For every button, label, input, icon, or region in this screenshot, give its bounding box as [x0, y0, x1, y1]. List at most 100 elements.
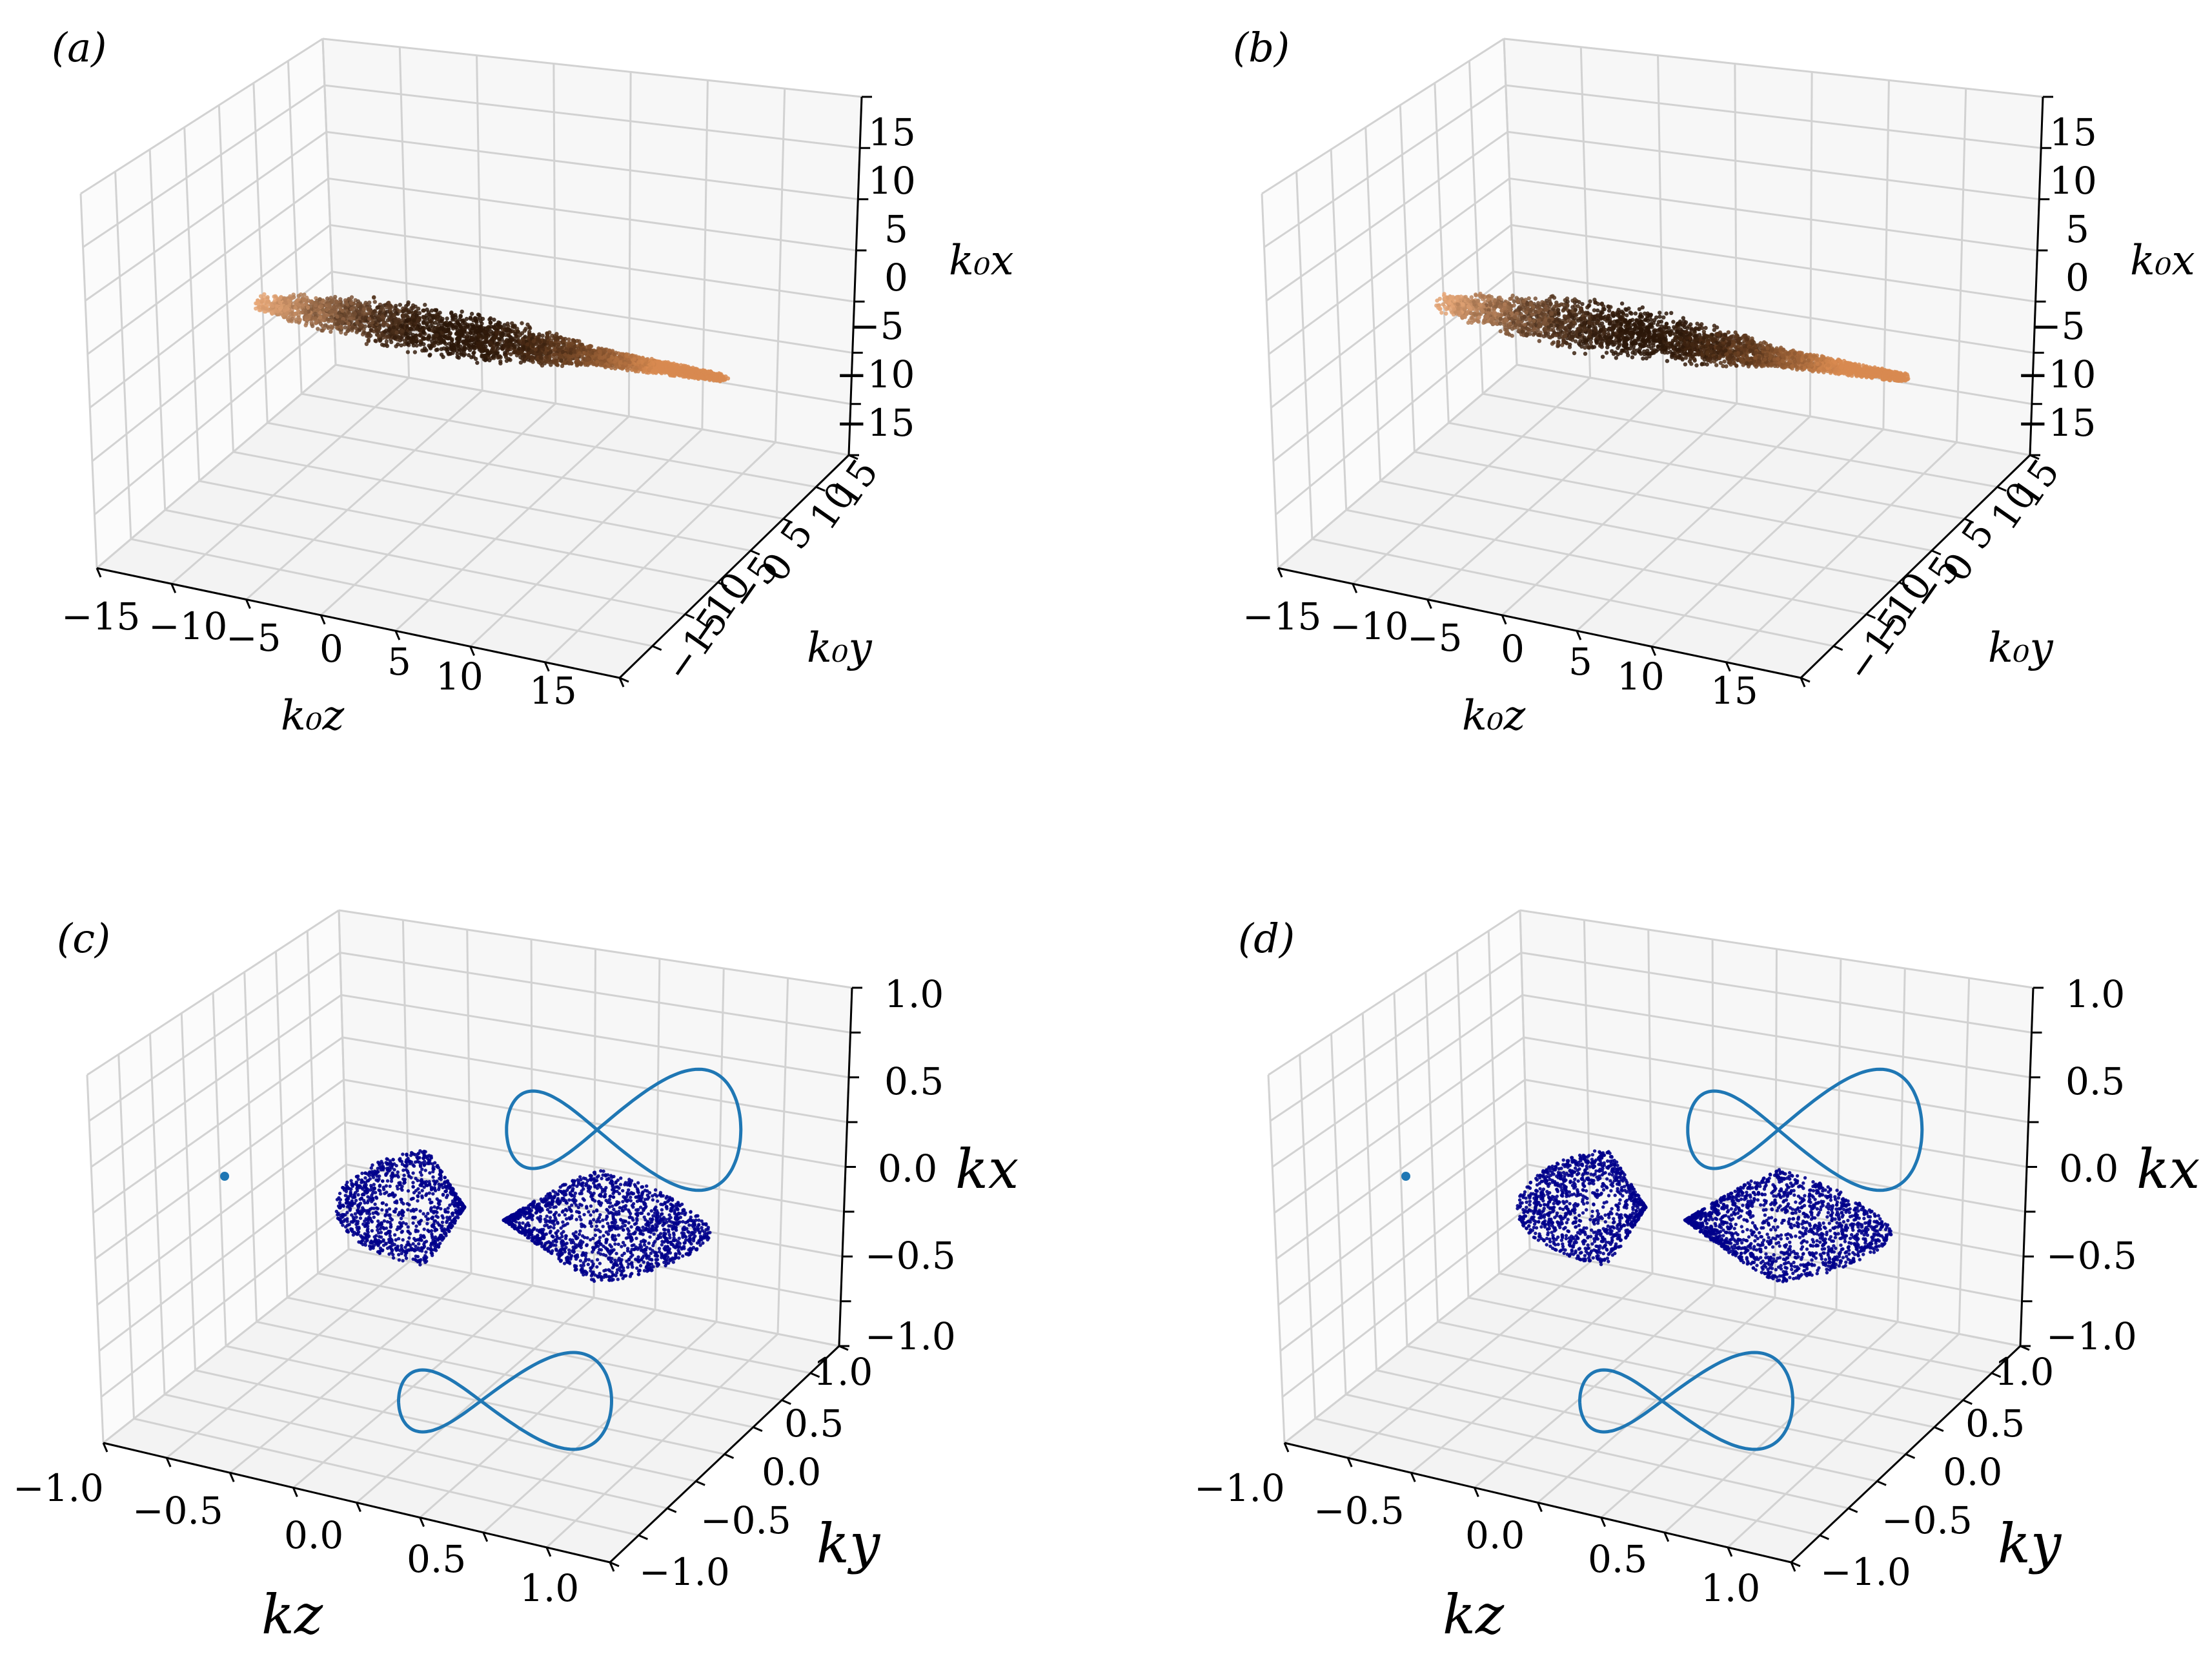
panel-a-point — [638, 365, 642, 370]
panel-a-point — [367, 316, 372, 321]
panel-a-point — [612, 352, 616, 357]
panel-a-point — [279, 305, 284, 310]
panel-a-point — [481, 335, 485, 340]
panel-a-point — [301, 303, 305, 307]
panel-a-ztick: −10 — [836, 352, 915, 396]
panel-a-tick — [469, 646, 475, 657]
panel-a-gridline — [774, 88, 786, 443]
panel-a-point — [464, 336, 469, 340]
panel-a-point — [270, 303, 275, 309]
panel-a-point — [325, 317, 330, 322]
panel-a-gridline — [301, 393, 817, 488]
panel-a-point — [681, 374, 685, 379]
panel-a-gridline — [328, 177, 857, 252]
panel-a-point — [482, 353, 487, 358]
panel-a-gridline — [148, 149, 167, 511]
panel-a-point — [456, 322, 461, 326]
panel-a-point — [435, 318, 440, 322]
panel-a-xtick: 10 — [436, 655, 483, 699]
panel-a-point — [497, 336, 502, 341]
panel-a-point — [587, 361, 591, 366]
panel-a-point — [587, 344, 591, 349]
panel-a-point — [455, 328, 460, 332]
panel-a-gridline — [94, 317, 335, 516]
panel-a-point — [449, 323, 454, 327]
panel-a-point — [393, 318, 398, 322]
panel-a-gridline — [324, 84, 860, 149]
panel-a-point — [567, 340, 571, 345]
panel-a-point — [480, 322, 484, 326]
panel-a-point — [414, 333, 419, 338]
panel-a-point — [362, 311, 367, 315]
panel-a-point — [521, 340, 525, 345]
panel-a-point — [454, 331, 459, 336]
panel-a-point — [540, 333, 545, 338]
panel-a-point — [459, 352, 463, 357]
panel-a-point — [523, 327, 528, 331]
panel-a-tick — [618, 677, 625, 688]
panel-a-point — [441, 346, 446, 351]
panel-a-point — [523, 334, 527, 339]
panel-b-point — [1583, 351, 1588, 356]
panel-a-point — [653, 370, 658, 375]
panel-a-point — [303, 310, 308, 314]
panel-a-point — [449, 345, 454, 349]
panel-a-point — [318, 315, 323, 320]
panel-a-point — [492, 326, 497, 331]
panel-a-point — [718, 377, 724, 382]
panel-a-point — [389, 311, 394, 315]
panel-a-point — [632, 357, 637, 362]
panel-a-tick — [848, 454, 858, 460]
panel-a-point — [512, 345, 517, 349]
panel-a-ztick: −5 — [849, 304, 904, 348]
panel-a-point — [436, 327, 440, 332]
panel-b-point — [1712, 359, 1717, 364]
panel-a-point — [427, 353, 432, 358]
panel-a-point — [567, 361, 572, 366]
panel-a-point — [465, 322, 469, 327]
panel-a-point — [375, 329, 380, 334]
panel-a-point — [477, 325, 482, 330]
panel-a-point — [370, 320, 375, 325]
panel-a-point — [625, 368, 630, 373]
panel-a-point — [406, 318, 411, 322]
panel-a-point — [376, 316, 381, 321]
panel-a-point — [443, 342, 448, 346]
panel-a-point — [600, 361, 604, 365]
panel-a-point — [434, 308, 438, 312]
panel-a-point — [327, 303, 331, 307]
panel-a-point — [340, 320, 345, 324]
panel-a-point — [656, 363, 660, 367]
panel-a-point — [665, 360, 671, 365]
panel-a-point — [560, 363, 565, 369]
panel-a-point — [425, 316, 430, 320]
panel-a-point — [507, 357, 511, 362]
panel-a-point — [443, 329, 448, 334]
panel-a-point — [551, 354, 556, 359]
panel-a-point — [338, 324, 343, 329]
panel-a-point — [606, 354, 611, 358]
panel-a-point — [425, 336, 429, 341]
panel-a-point — [256, 301, 261, 305]
panel-a-point — [527, 325, 532, 329]
panel-a-point — [579, 342, 583, 347]
panel-a-point — [366, 339, 370, 343]
panel-a-point — [310, 323, 315, 329]
panel-a-point — [360, 332, 365, 337]
panel-a-point — [349, 312, 353, 317]
panel-a-point — [477, 341, 482, 345]
panel-a-point — [489, 324, 493, 329]
panel-a-point — [424, 348, 429, 352]
panel-a-point — [462, 327, 467, 332]
panel-a-point — [496, 342, 501, 347]
panel-a-xtick: 15 — [529, 669, 577, 713]
panel-a-point — [378, 337, 383, 342]
panel-a-point — [338, 297, 343, 301]
panel-a-tick — [782, 518, 793, 524]
panel-b-point — [1567, 345, 1572, 349]
panel-a-point — [349, 301, 354, 305]
panel-a-tick — [394, 630, 401, 640]
panel-a-point — [293, 305, 298, 310]
panel-a-point — [543, 351, 547, 355]
panel-a-ztick: 5 — [884, 207, 908, 251]
